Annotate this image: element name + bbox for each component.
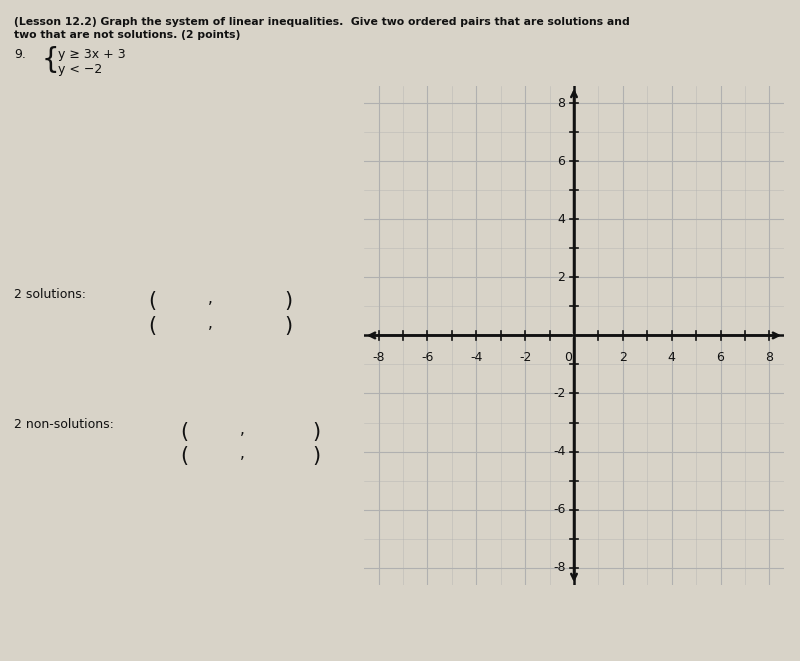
Text: -8: -8 [553,561,566,574]
Text: two that are not solutions. (2 points): two that are not solutions. (2 points) [14,30,241,40]
Text: 2 solutions:: 2 solutions: [14,288,86,301]
Text: -6: -6 [422,352,434,364]
Text: -4: -4 [553,445,566,458]
Text: y < −2: y < −2 [58,63,102,76]
Text: 0: 0 [564,352,572,364]
Text: ): ) [284,291,292,311]
Text: -6: -6 [553,503,566,516]
Text: -2: -2 [519,352,531,364]
Text: ,: , [240,446,245,461]
Text: (: ( [148,291,156,311]
Text: 2: 2 [619,352,626,364]
Text: ): ) [284,316,292,336]
Text: 6: 6 [717,352,725,364]
Text: 6: 6 [558,155,566,168]
Text: 2: 2 [558,271,566,284]
Text: 4: 4 [558,213,566,226]
Text: 8: 8 [766,352,774,364]
Text: -2: -2 [553,387,566,400]
Text: {: { [42,46,59,74]
Text: ,: , [208,316,213,331]
Text: (Lesson 12.2) Graph the system of linear inequalities.  Give two ordered pairs t: (Lesson 12.2) Graph the system of linear… [14,17,630,26]
Text: y ≥ 3x + 3: y ≥ 3x + 3 [58,48,126,61]
Text: ,: , [208,291,213,306]
Text: ,: , [240,422,245,437]
Text: -8: -8 [373,352,385,364]
Text: (: ( [180,446,188,466]
Text: ): ) [312,446,320,466]
Text: 9.: 9. [14,48,26,61]
Text: ): ) [312,422,320,442]
Text: 4: 4 [668,352,676,364]
Text: 8: 8 [558,97,566,110]
Text: (: ( [180,422,188,442]
Text: (: ( [148,316,156,336]
Text: -4: -4 [470,352,482,364]
Text: 2 non-solutions:: 2 non-solutions: [14,418,114,431]
